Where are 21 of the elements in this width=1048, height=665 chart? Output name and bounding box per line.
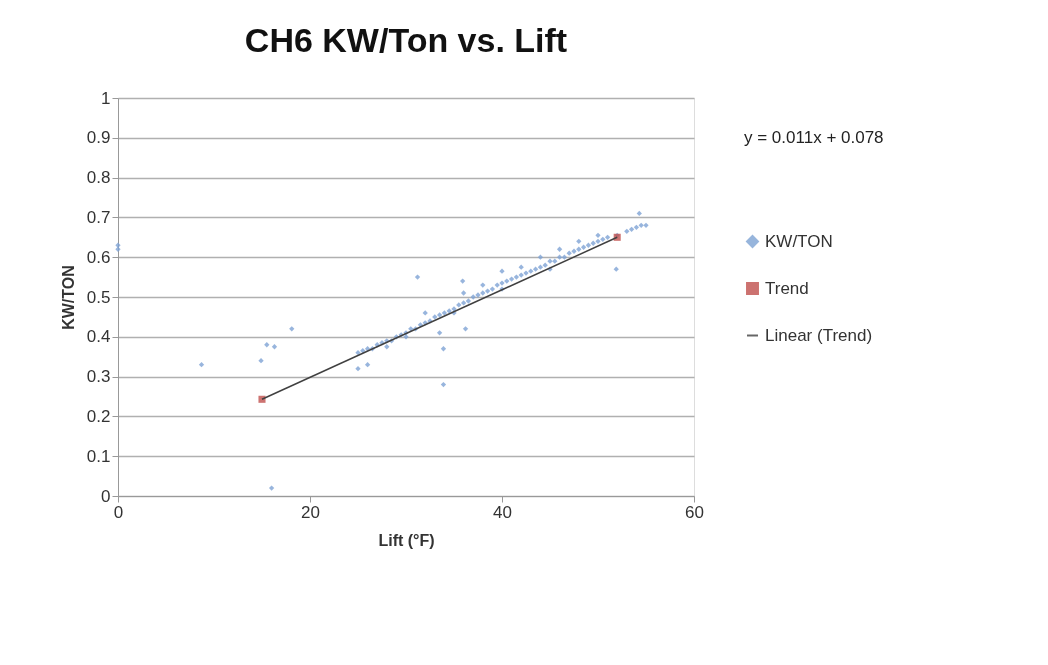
legend-label: Linear (Trend)	[765, 325, 873, 345]
legend-label: KW/TON	[765, 231, 833, 251]
x-tick-label: 20	[301, 502, 320, 522]
y-tick-label: 0.9	[86, 128, 111, 148]
y-tick-label: 1	[101, 88, 111, 108]
x-tick-label: 60	[685, 502, 704, 522]
y-tick-label: 0.8	[86, 168, 111, 188]
y-tick-label: 0.3	[86, 367, 111, 387]
y-tick-label: 0.5	[86, 287, 111, 307]
y-tick-label: 0.2	[86, 406, 111, 426]
y-tick-label: 0.1	[86, 446, 111, 466]
text: y = 0.011x + 0.078	[744, 128, 884, 147]
legend-label: Trend	[765, 278, 809, 298]
chart-title: CH6 KW/Ton vs. Lift	[244, 21, 568, 59]
y-tick-label: 0	[101, 486, 111, 506]
x-axis-title: Lift (°F)	[378, 531, 435, 549]
y-axis-title: KW/TON	[59, 265, 77, 330]
y-tick-label: 0.6	[86, 247, 111, 267]
y-tick-label: 0.4	[86, 327, 111, 347]
y-tick-label: 0.7	[86, 207, 111, 227]
x-tick-label: 40	[493, 502, 512, 522]
